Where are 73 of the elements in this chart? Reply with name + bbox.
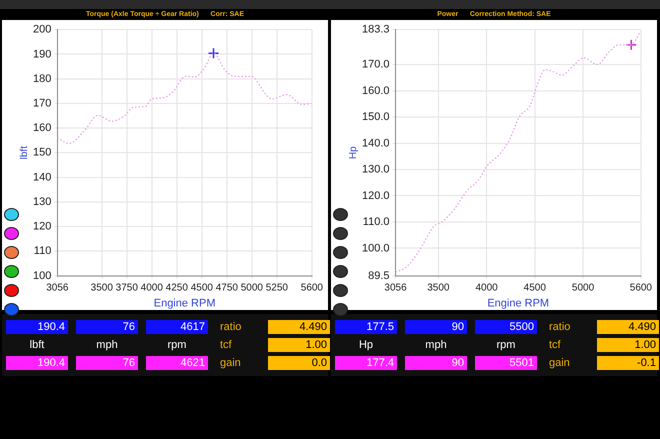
- y-tick-label: 183.3: [362, 24, 390, 36]
- y-tick-label: 110: [34, 245, 52, 258]
- text: 177.5: [335, 320, 397, 334]
- text: 190.4: [6, 356, 68, 370]
- text: Hp: [358, 338, 374, 352]
- text: 76: [76, 320, 138, 334]
- x-tick-label: 5000: [572, 282, 595, 294]
- text: rpm: [496, 338, 516, 352]
- y-tick-label: 130: [32, 196, 52, 208]
- text: 4.490: [268, 320, 330, 334]
- y-tick-label: 110.0: [362, 216, 390, 228]
- y-tick-label: 140: [32, 171, 52, 184]
- text: rpm: [166, 338, 188, 352]
- y-tick-label: 120: [32, 220, 52, 233]
- x-tick-label: 5250: [266, 282, 288, 294]
- y-axis-title: lbft: [18, 146, 30, 160]
- y-axis-title: Hp: [348, 146, 359, 160]
- y-tick-label: 89.5: [368, 270, 390, 282]
- text: ratio: [219, 320, 242, 334]
- text: 1.00: [597, 338, 659, 352]
- text: mph: [424, 338, 448, 352]
- x-tick-label: 4000: [140, 282, 164, 294]
- text: 4621: [146, 356, 208, 370]
- text: mph: [95, 338, 119, 352]
- y-tick-label: 150.0: [362, 111, 390, 124]
- x-tick-label: 3500: [427, 282, 450, 294]
- text: 76: [76, 356, 138, 370]
- y-tick-label: 170: [32, 97, 52, 110]
- text: tcf: [548, 338, 562, 352]
- x-axis-title: Engine RPM: [487, 297, 550, 310]
- y-tick-label: 180: [32, 72, 52, 85]
- text: gain: [548, 356, 571, 370]
- text: 190.4: [6, 320, 68, 334]
- x-tick-label: 5600: [630, 282, 652, 294]
- x-tick-label: 4250: [166, 282, 188, 294]
- x-axis-title: Engine RPM: [154, 297, 216, 310]
- x-tick-label: 5000: [240, 282, 264, 294]
- text: gain: [219, 356, 242, 370]
- x-tick-label: 3750: [116, 282, 138, 294]
- y-tick-label: 140.0: [362, 137, 390, 150]
- text: 90: [405, 356, 467, 370]
- x-tick-label: 3056: [46, 282, 69, 294]
- text: 5501: [475, 356, 537, 370]
- y-tick-label: 130.0: [362, 164, 390, 176]
- y-tick-label: 150: [32, 146, 52, 159]
- x-tick-label: 4000: [475, 282, 498, 294]
- y-tick-label: 200: [32, 24, 52, 36]
- line-series: [396, 31, 641, 273]
- x-tick-label: 4500: [524, 282, 546, 294]
- line-series: [57, 52, 312, 144]
- text: 5500: [475, 320, 537, 334]
- text: -0.1: [597, 356, 659, 370]
- y-tick-label: 100.0: [362, 242, 390, 254]
- text: 0.0: [268, 356, 330, 370]
- x-tick-label: 3056: [384, 282, 408, 294]
- text: 4617: [146, 320, 208, 334]
- text: 1.00: [268, 338, 330, 352]
- text: lbft: [28, 338, 46, 352]
- text: 177.4: [335, 356, 397, 370]
- text: ratio: [548, 320, 572, 334]
- x-tick-label: 4500: [190, 282, 214, 294]
- y-tick-label: 120.0: [362, 190, 390, 202]
- y-tick-label: 190: [32, 48, 52, 60]
- y-tick-label: 170.0: [362, 58, 390, 71]
- y-tick-label: 160: [32, 122, 52, 134]
- text: 4.490: [597, 320, 659, 334]
- x-tick-label: 5600: [300, 282, 324, 294]
- x-tick-label: 4750: [216, 282, 238, 294]
- text: tcf: [219, 338, 233, 352]
- x-tick-label: 3500: [90, 282, 114, 294]
- text: 90: [405, 320, 467, 334]
- y-tick-label: 100: [32, 270, 52, 282]
- y-tick-label: 160.0: [362, 84, 390, 97]
